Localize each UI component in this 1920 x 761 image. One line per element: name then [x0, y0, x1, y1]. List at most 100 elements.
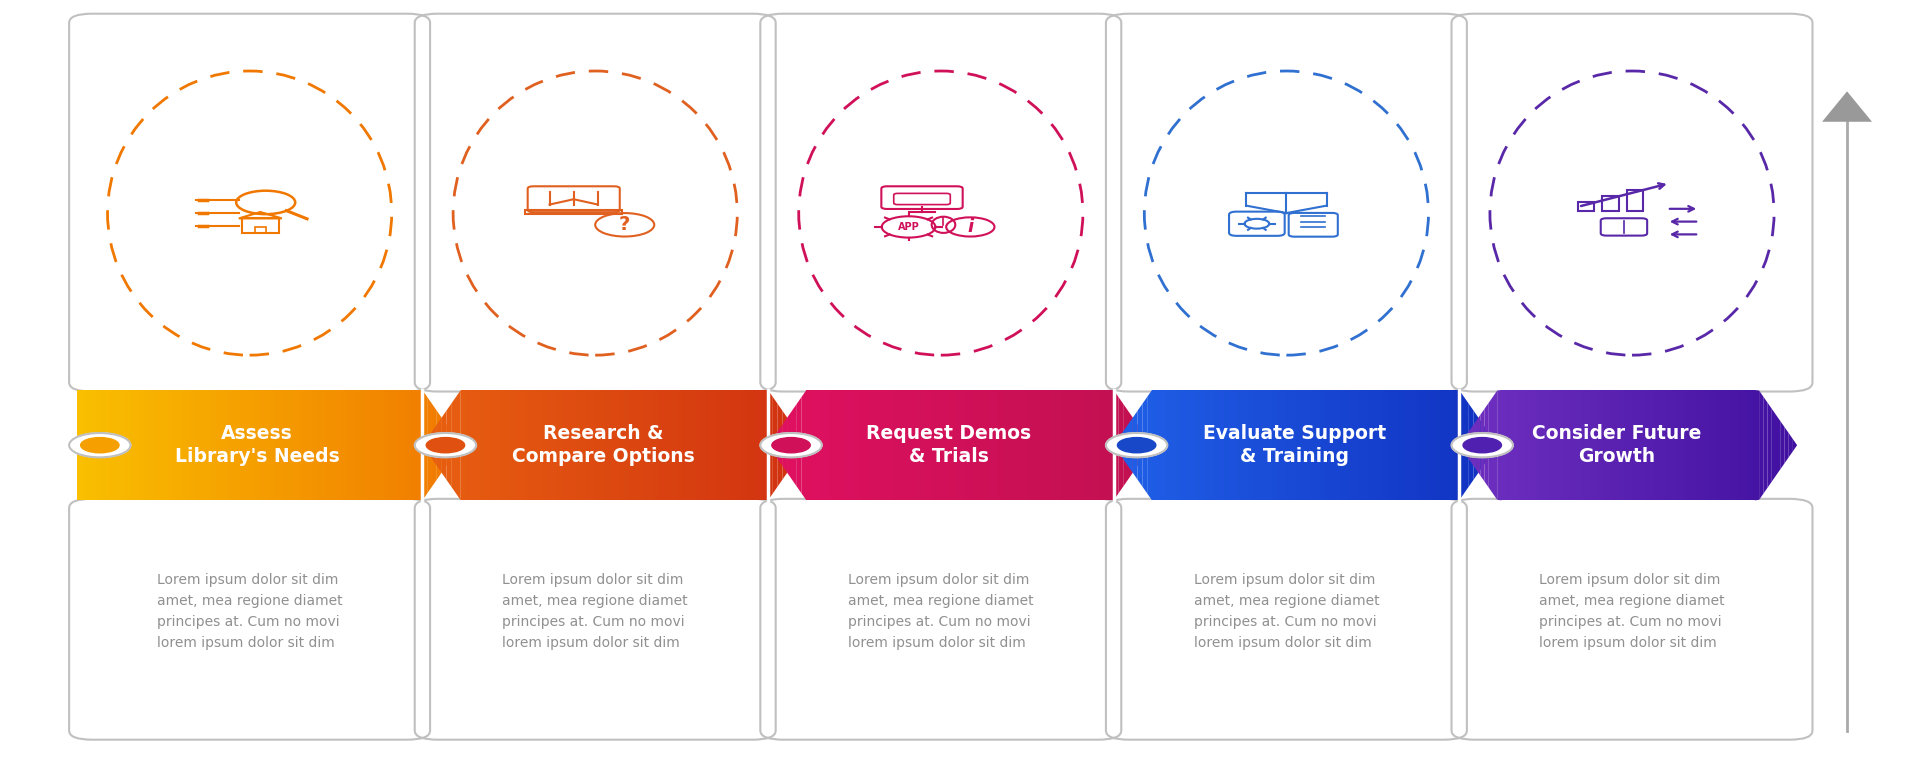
Polygon shape: [649, 390, 653, 501]
Polygon shape: [1037, 390, 1043, 501]
Polygon shape: [970, 390, 975, 501]
Polygon shape: [1459, 439, 1463, 451]
Polygon shape: [927, 390, 931, 501]
Polygon shape: [346, 390, 349, 501]
Polygon shape: [883, 390, 887, 501]
Polygon shape: [1156, 390, 1162, 501]
Polygon shape: [1494, 438, 1498, 452]
Polygon shape: [538, 390, 541, 501]
Polygon shape: [442, 418, 445, 473]
Polygon shape: [829, 390, 835, 501]
Polygon shape: [1628, 390, 1632, 501]
Polygon shape: [572, 390, 576, 501]
Polygon shape: [227, 390, 230, 501]
Polygon shape: [263, 390, 269, 501]
Circle shape: [772, 438, 810, 453]
Polygon shape: [1607, 390, 1611, 501]
Polygon shape: [624, 390, 630, 501]
Polygon shape: [1258, 390, 1263, 501]
Polygon shape: [1557, 390, 1561, 501]
Polygon shape: [173, 390, 177, 501]
Polygon shape: [1465, 397, 1469, 493]
Polygon shape: [797, 397, 801, 493]
Polygon shape: [557, 390, 561, 501]
Polygon shape: [1309, 390, 1315, 501]
Polygon shape: [461, 390, 465, 501]
Polygon shape: [330, 390, 336, 501]
Circle shape: [760, 433, 822, 457]
Polygon shape: [182, 390, 186, 501]
Polygon shape: [966, 390, 970, 501]
Circle shape: [1452, 433, 1513, 457]
Polygon shape: [388, 390, 394, 501]
Polygon shape: [1488, 396, 1494, 494]
Polygon shape: [668, 390, 672, 501]
Polygon shape: [566, 390, 572, 501]
Polygon shape: [541, 390, 547, 501]
Polygon shape: [1348, 390, 1354, 501]
Polygon shape: [1738, 390, 1741, 501]
Polygon shape: [998, 390, 1004, 501]
Polygon shape: [1386, 390, 1392, 501]
Bar: [526, 210, 622, 214]
Polygon shape: [1329, 390, 1334, 501]
Polygon shape: [1142, 397, 1148, 493]
Polygon shape: [1379, 390, 1382, 501]
Polygon shape: [1367, 390, 1373, 501]
Polygon shape: [292, 390, 298, 501]
Polygon shape: [1425, 390, 1430, 501]
Polygon shape: [1043, 390, 1046, 501]
Polygon shape: [1187, 390, 1190, 501]
Polygon shape: [1046, 390, 1052, 501]
Polygon shape: [1501, 390, 1505, 501]
Polygon shape: [902, 390, 908, 501]
Polygon shape: [1599, 390, 1603, 501]
Polygon shape: [1023, 390, 1027, 501]
Polygon shape: [1544, 390, 1548, 501]
Polygon shape: [1104, 390, 1110, 501]
Polygon shape: [1768, 403, 1772, 488]
Polygon shape: [714, 390, 720, 501]
Polygon shape: [595, 390, 599, 501]
Polygon shape: [407, 390, 413, 501]
Polygon shape: [918, 390, 922, 501]
Polygon shape: [1505, 390, 1509, 501]
Polygon shape: [1667, 390, 1670, 501]
Polygon shape: [1133, 411, 1137, 479]
Polygon shape: [605, 390, 611, 501]
Polygon shape: [1569, 390, 1572, 501]
Polygon shape: [887, 390, 893, 501]
Polygon shape: [250, 390, 253, 501]
Circle shape: [415, 433, 476, 457]
Polygon shape: [975, 390, 979, 501]
Polygon shape: [618, 390, 624, 501]
Polygon shape: [355, 390, 361, 501]
Polygon shape: [259, 390, 263, 501]
Polygon shape: [1344, 390, 1348, 501]
Polygon shape: [432, 404, 436, 486]
Polygon shape: [186, 390, 192, 501]
Text: Assess
Library's Needs: Assess Library's Needs: [175, 424, 340, 466]
Polygon shape: [1734, 390, 1738, 501]
Polygon shape: [361, 390, 365, 501]
Bar: [1578, 202, 1594, 211]
Polygon shape: [177, 390, 182, 501]
Polygon shape: [1167, 390, 1171, 501]
Polygon shape: [950, 390, 956, 501]
Polygon shape: [317, 390, 321, 501]
Text: Evaluate Support
& Training: Evaluate Support & Training: [1202, 424, 1386, 466]
Polygon shape: [580, 390, 586, 501]
Text: Lorem ipsum dolor sit dim
amet, mea regione diamet
principes at. Cum no movi
lor: Lorem ipsum dolor sit dim amet, mea regi…: [1540, 573, 1724, 651]
Polygon shape: [1705, 390, 1709, 501]
Polygon shape: [816, 390, 822, 501]
Polygon shape: [611, 390, 614, 501]
Polygon shape: [1720, 390, 1726, 501]
Polygon shape: [119, 390, 125, 501]
Circle shape: [1463, 438, 1501, 453]
Polygon shape: [1657, 390, 1663, 501]
Polygon shape: [522, 390, 528, 501]
Polygon shape: [787, 411, 791, 479]
Polygon shape: [1716, 390, 1720, 501]
Polygon shape: [1171, 390, 1175, 501]
Polygon shape: [1315, 390, 1321, 501]
